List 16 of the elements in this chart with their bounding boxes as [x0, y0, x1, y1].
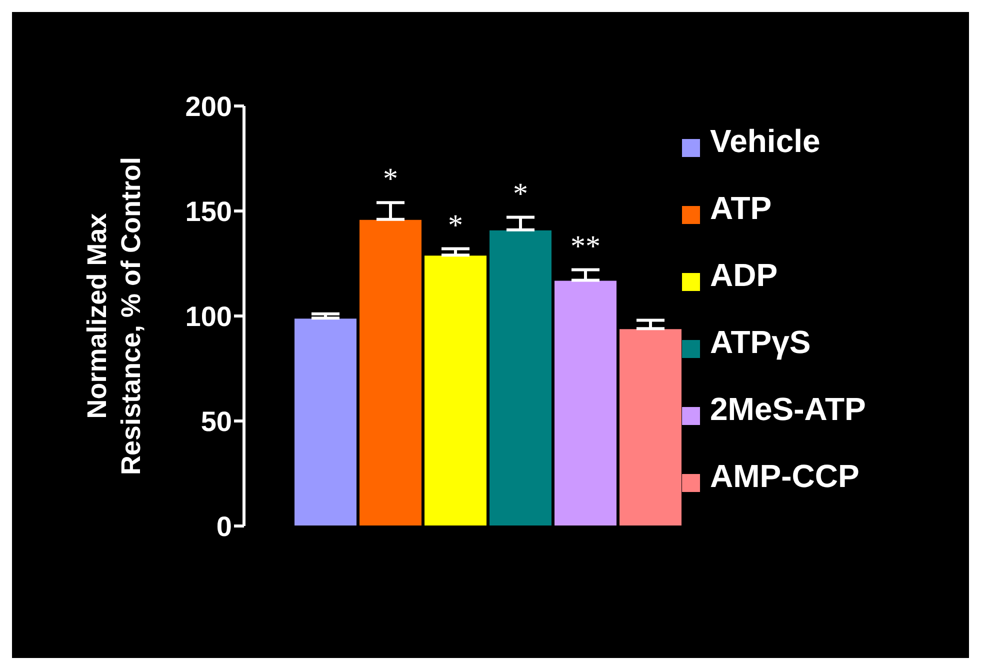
legend-label: Vehicle	[710, 123, 820, 159]
data-label: *	[513, 177, 528, 210]
y-tick-label: 150	[185, 196, 232, 227]
y-axis-title: Normalized Max Resistance, % of Control	[82, 156, 146, 476]
y-tick-label: 200	[185, 90, 232, 122]
data-label: *	[383, 162, 398, 196]
y-tick-label: 50	[200, 406, 232, 437]
legend-label: 2MeS-ATP	[710, 391, 866, 427]
y-tick-label: 100	[185, 300, 232, 332]
y-tick-label: 0	[216, 510, 232, 542]
data-label: **	[570, 230, 600, 263]
legend-label: AMP-CCP	[710, 458, 860, 494]
legend-label: ATP	[710, 190, 772, 226]
data-label: *	[448, 208, 463, 242]
legend-label: ATPγS	[710, 324, 811, 360]
legend-label: ADP	[710, 257, 778, 293]
